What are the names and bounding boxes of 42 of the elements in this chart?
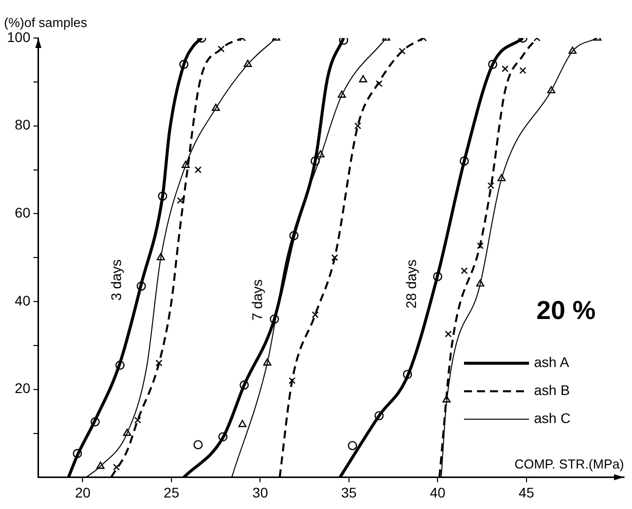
- y-tick-label: 20: [14, 380, 31, 396]
- annotation: 3 days: [108, 259, 124, 301]
- point: [348, 440, 358, 450]
- point: [502, 65, 509, 72]
- point: [519, 67, 526, 74]
- y-tick-label: 40: [14, 292, 31, 308]
- point: [487, 182, 494, 189]
- x-tick-label: 35: [341, 484, 357, 500]
- annotation: 20 %: [536, 295, 596, 326]
- x-tick-label: 20: [74, 484, 91, 500]
- annotation: 28 days: [402, 259, 419, 309]
- point: [331, 254, 338, 262]
- legend-label: ash A: [534, 354, 570, 370]
- y-tick-label: 60: [14, 204, 31, 221]
- point: [476, 242, 484, 250]
- point: [113, 464, 120, 471]
- y-axis-title: (%)of samples: [4, 15, 88, 30]
- point: [398, 48, 406, 55]
- point: [194, 166, 202, 174]
- point: [218, 46, 225, 52]
- point: [176, 197, 184, 204]
- point: [312, 311, 319, 318]
- y-tick-label: 80: [14, 116, 31, 133]
- annotation: 7 days: [248, 279, 265, 321]
- point: [238, 420, 247, 428]
- legend-label: ash B: [534, 382, 570, 398]
- point: [359, 75, 368, 82]
- point: [134, 416, 142, 424]
- x-tick-label: 45: [518, 484, 534, 500]
- point: [460, 267, 468, 274]
- point: [354, 122, 362, 130]
- point: [193, 440, 203, 450]
- legend-label: ash C: [534, 410, 571, 426]
- point: [376, 80, 383, 88]
- x-tick-label: 40: [430, 484, 446, 500]
- y-tick-label: 100: [7, 28, 31, 45]
- x-axis-title: COMP. STR.(MPa): [514, 456, 624, 472]
- x-tick-label: 25: [164, 484, 180, 500]
- x-tick-label: 30: [252, 484, 268, 500]
- point: [156, 360, 162, 366]
- point: [444, 330, 452, 338]
- point: [288, 377, 296, 384]
